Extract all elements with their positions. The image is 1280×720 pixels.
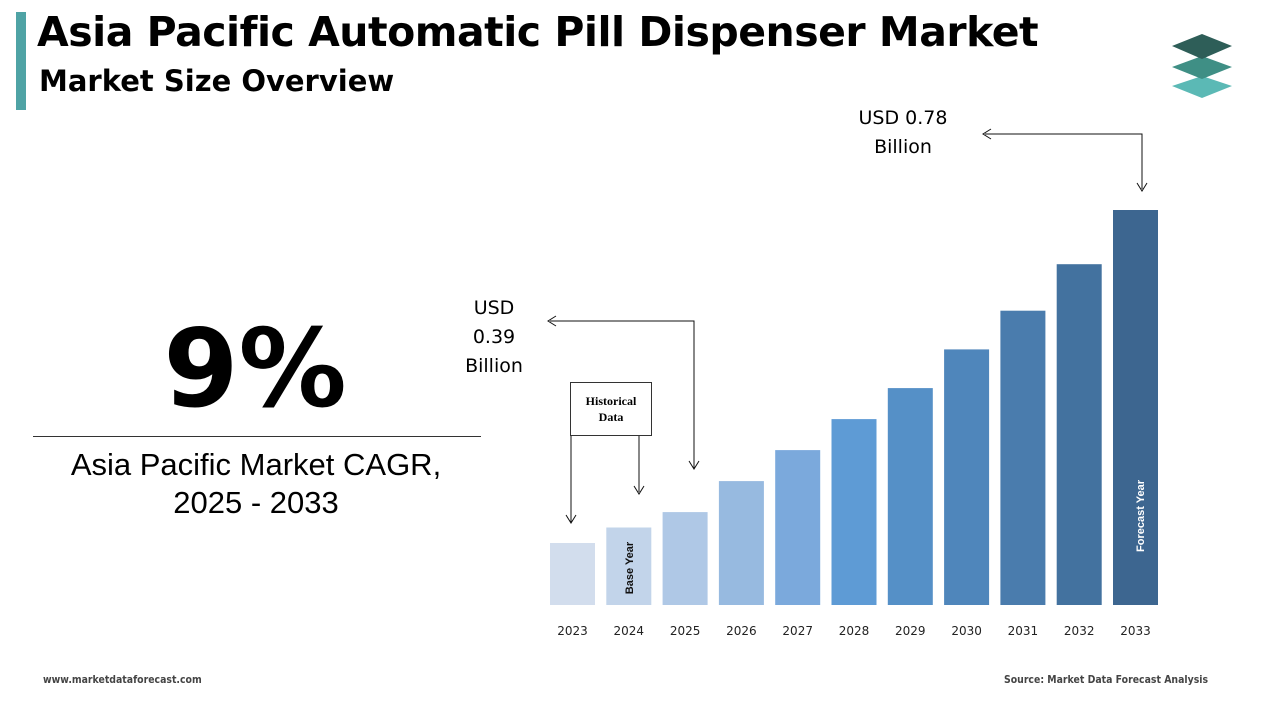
x-tick-label-2033: 2033 [1120, 624, 1151, 638]
page-title: Asia Pacific Automatic Pill Dispenser Ma… [37, 8, 1039, 56]
bar-2026 [718, 481, 764, 605]
chart-x-tick-labels: 2023 2024 2025 2026 2027 2028 2029 2030 2031 2032… [557, 624, 1151, 638]
start-value-line2: 0.39 [472, 326, 516, 348]
start-value-line1: USD [473, 297, 515, 319]
bar-2023 [550, 543, 595, 605]
annotation-arrows [547, 128, 1148, 524]
x-tick-label-2024: 2024 [614, 624, 645, 638]
website-link[interactable]: www.marketdataforecast.com [43, 673, 202, 686]
x-tick-label-2031: 2031 [1008, 624, 1039, 638]
start-value-arrowhead-left [547, 315, 557, 327]
bar-2027 [775, 450, 821, 605]
cagr-divider [33, 436, 481, 437]
forecast-year-label: Forecast Year [1135, 479, 1147, 552]
x-tick-label-2030: 2030 [951, 624, 982, 638]
cagr-label-line2: 2025 - 2033 [173, 485, 339, 520]
chart-bars [550, 210, 1158, 605]
bar-2029 [887, 388, 933, 605]
historical-data-line2: Data [598, 410, 624, 424]
source-note: Source: Market Data Forecast Analysis [1003, 673, 1208, 686]
x-tick-label-2032: 2032 [1064, 624, 1095, 638]
historical-arrowhead-2023 [565, 514, 577, 524]
bar-2032 [1056, 264, 1102, 605]
cagr-label-line1: Asia Pacific Market CAGR, [70, 447, 442, 482]
end-value-arrowhead-down [1136, 182, 1148, 192]
layers-logo-icon [1172, 34, 1232, 98]
cagr-value: 9% [163, 307, 347, 432]
x-tick-label-2026: 2026 [726, 624, 757, 638]
base-year-label: Base Year [624, 541, 636, 594]
page-subtitle: Market Size Overview [39, 64, 395, 98]
bar-2024 [606, 527, 652, 605]
x-tick-label-2025: 2025 [670, 624, 701, 638]
cagr-label: Asia Pacific Market CAGR, 2025 - 2033 [30, 446, 482, 522]
historical-arrowhead-2024 [633, 485, 645, 495]
x-tick-label-2023: 2023 [557, 624, 588, 638]
title-accent-bar [16, 12, 26, 110]
x-tick-label-2027: 2027 [782, 624, 813, 638]
bar-2033 [1113, 210, 1158, 605]
end-value-arrow [985, 133, 1143, 189]
bar-2031 [1000, 310, 1046, 605]
x-tick-label-2029: 2029 [895, 624, 926, 638]
end-value-line2: Billion [874, 136, 932, 158]
end-value-line1: USD 0.78 [858, 107, 948, 129]
historical-data-box: Historical Data [570, 382, 652, 436]
historical-data-line1: Historical [585, 394, 637, 408]
bar-2025 [662, 512, 708, 605]
bar-2028 [831, 419, 877, 605]
start-value-arrow [550, 320, 695, 468]
start-value-annotation: USD 0.39 Billion [454, 294, 534, 381]
x-tick-label-2028: 2028 [839, 624, 870, 638]
end-value-arrowhead-left [982, 128, 992, 140]
start-value-arrowhead-down [688, 460, 700, 470]
bar-2030 [944, 349, 990, 605]
start-value-line3: Billion [465, 355, 523, 377]
end-value-annotation: USD 0.78 Billion [843, 104, 963, 162]
